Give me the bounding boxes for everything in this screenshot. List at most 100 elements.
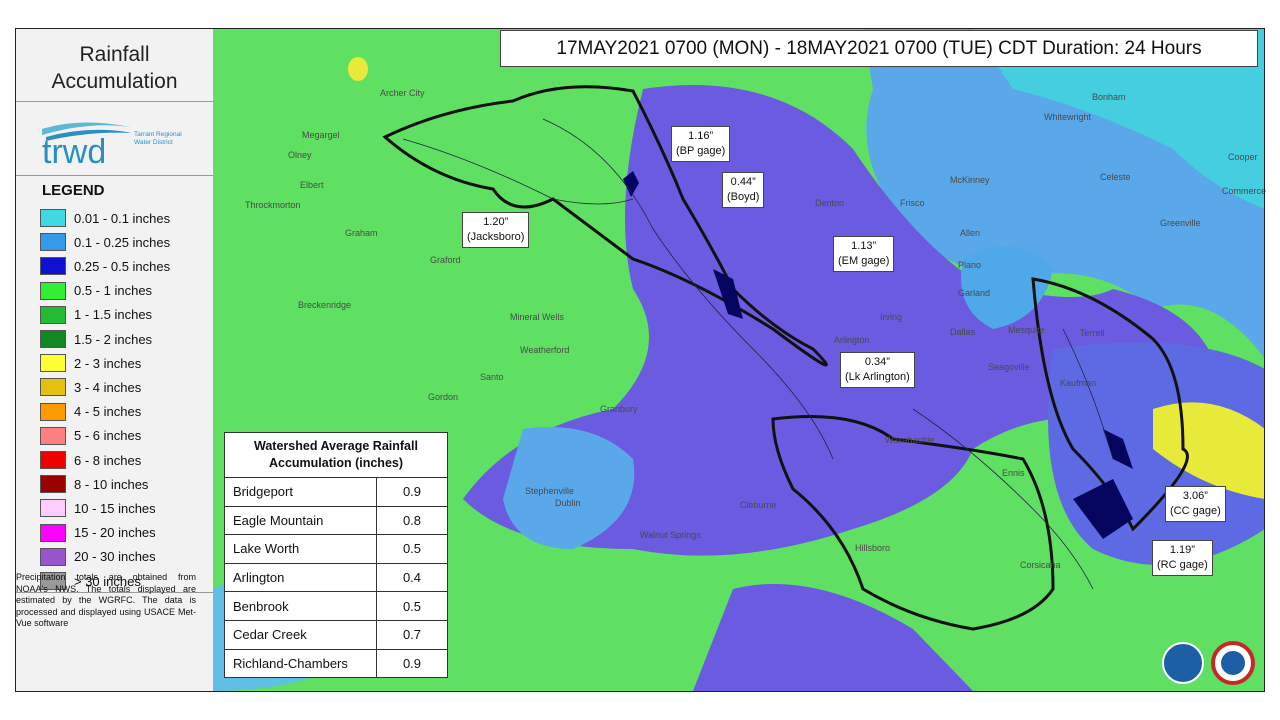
place-label: Mesquite (1008, 325, 1045, 335)
legend-item: 0.5 - 1 inches (40, 281, 152, 301)
divider (16, 592, 213, 593)
legend-swatch (40, 330, 66, 348)
legend-item: 0.1 - 0.25 inches (40, 232, 170, 252)
gage-value: 3.06” (1182, 490, 1208, 502)
gage-name: (Lk Arlington) (845, 371, 910, 383)
legend-item: 20 - 30 inches (40, 547, 156, 567)
gage-callout: 0.44” (Boyd) (722, 172, 765, 208)
legend-item: 6 - 8 inches (40, 450, 141, 470)
watershed-value: 0.5 (376, 534, 448, 564)
divider (16, 101, 213, 102)
legend-label: 20 - 30 inches (74, 549, 156, 565)
watershed-value: 0.9 (376, 477, 448, 507)
legend-swatch (40, 233, 66, 252)
table-row: Bridgeport 0.9 (224, 477, 448, 507)
legend-swatch (40, 281, 66, 300)
place-label: Commerce (1222, 186, 1267, 196)
agency-logos (1162, 641, 1255, 685)
logo-text: trwd (42, 133, 106, 171)
gage-callout: 1.13” (EM gage) (833, 236, 895, 272)
legend-item: 3 - 4 inches (40, 377, 141, 397)
legend-swatch (40, 257, 66, 276)
watershed-name: Cedar Creek (224, 619, 377, 650)
legend-item: 1 - 1.5 inches (40, 305, 152, 325)
place-label: Bonham (1092, 92, 1126, 102)
legend-swatch (40, 402, 66, 421)
gage-callout: 3.06” (CC gage) (1165, 486, 1226, 522)
legend-label: 0.1 - 0.25 inches (74, 234, 171, 250)
legend-label: 0.5 - 1 inches (74, 283, 153, 299)
watershed-value: 0.7 (376, 619, 448, 650)
legend-swatch (40, 209, 66, 227)
legend-label: 1.5 - 2 inches (74, 331, 153, 347)
legend-item: 0.25 - 0.5 inches (40, 256, 170, 276)
table-row: Benbrook 0.5 (224, 591, 448, 621)
legend-swatch (40, 499, 66, 518)
legend-label: 3 - 4 inches (74, 379, 142, 395)
legend-label: 5 - 6 inches (74, 428, 142, 444)
place-label: Stephenville (525, 486, 575, 496)
legend-label: 8 - 10 inches (74, 476, 149, 492)
legend-label: > 30 inches (74, 573, 141, 589)
gage-name: (Jacksboro) (467, 231, 525, 243)
place-label: Celeste (1100, 172, 1131, 182)
legend-swatch (40, 354, 66, 373)
legend-label: 1 - 1.5 inches (74, 307, 153, 323)
table-row: Arlington 0.4 (224, 562, 448, 593)
legend-swatch (40, 426, 66, 445)
place-label: Graham (345, 228, 378, 238)
frame (15, 28, 1265, 692)
legend-item: 1.5 - 2 inches (40, 329, 152, 349)
place-label: Corsicana (1020, 560, 1061, 570)
logo-graphic: trwd Tarrant Regional Water District (42, 122, 182, 171)
legend-swatch (40, 523, 66, 542)
place-label: Arlington (834, 335, 870, 345)
legend-label: 15 - 20 inches (74, 525, 156, 541)
place-label: Graford (430, 255, 461, 265)
legend-swatch (40, 572, 66, 590)
sidebar-title: Rainfall Accumulation (51, 43, 178, 93)
place-label: Olney (288, 150, 312, 160)
place-label: Greenville (1160, 218, 1201, 228)
gage-value: 0.34” (864, 356, 890, 368)
legend-item: 10 - 15 inches (40, 498, 156, 518)
place-label: Whitewright (1044, 112, 1092, 122)
note: Precipitation totals are obtained from N… (16, 572, 196, 628)
legend-swatch (40, 305, 66, 324)
place-label: Megargel (302, 130, 340, 140)
gage-callout: 1.16” (BP gage) (671, 126, 731, 162)
legend-swatch (40, 451, 66, 469)
place-label: Walnut Springs (640, 530, 701, 540)
place-label: Dublin (555, 498, 581, 508)
legend-item: 8 - 10 inches (40, 474, 148, 494)
place-label: Granbury (600, 404, 638, 414)
gage-callout: 1.19” (RC gage) (1152, 540, 1213, 576)
gage-value: 0.44” (730, 176, 756, 188)
legend-label: 0.01 - 0.1 inches (74, 210, 171, 226)
watershed-name: Arlington (224, 562, 377, 593)
legend-item: > 30 inches (40, 571, 141, 591)
legend-item: 4 - 5 inches (40, 402, 141, 422)
place-label: Throckmorton (245, 200, 301, 210)
watershed-value: 0.4 (376, 562, 448, 593)
legend-label: 10 - 15 inches (74, 500, 156, 516)
watershed-value: 0.5 (376, 591, 448, 621)
legend-label: 0.25 - 0.5 inches (74, 258, 171, 274)
gage-name: (RC gage) (1157, 559, 1208, 571)
watershed-value: 0.9 (376, 648, 448, 679)
legend-item: 5 - 6 inches (40, 426, 141, 446)
place-label: Irving (880, 312, 903, 322)
place-label: Cleburne (740, 500, 777, 510)
table-row: Richland-Chambers 0.9 (224, 648, 448, 679)
legend-label: 4 - 5 inches (74, 404, 142, 420)
legend-swatch (40, 475, 66, 494)
place-label: Gordon (428, 392, 459, 402)
watershed-name: Bridgeport (224, 477, 377, 507)
legend-swatch (40, 378, 66, 397)
place-label: Cooper (1228, 152, 1258, 162)
place-label: Garland (958, 288, 991, 298)
table-title: Watershed Average Rainfall Accumulation … (224, 432, 448, 478)
watershed-name: Lake Worth (224, 534, 377, 564)
gage-name: (EM gage) (838, 255, 890, 267)
table-row: Cedar Creek 0.7 (224, 619, 448, 650)
